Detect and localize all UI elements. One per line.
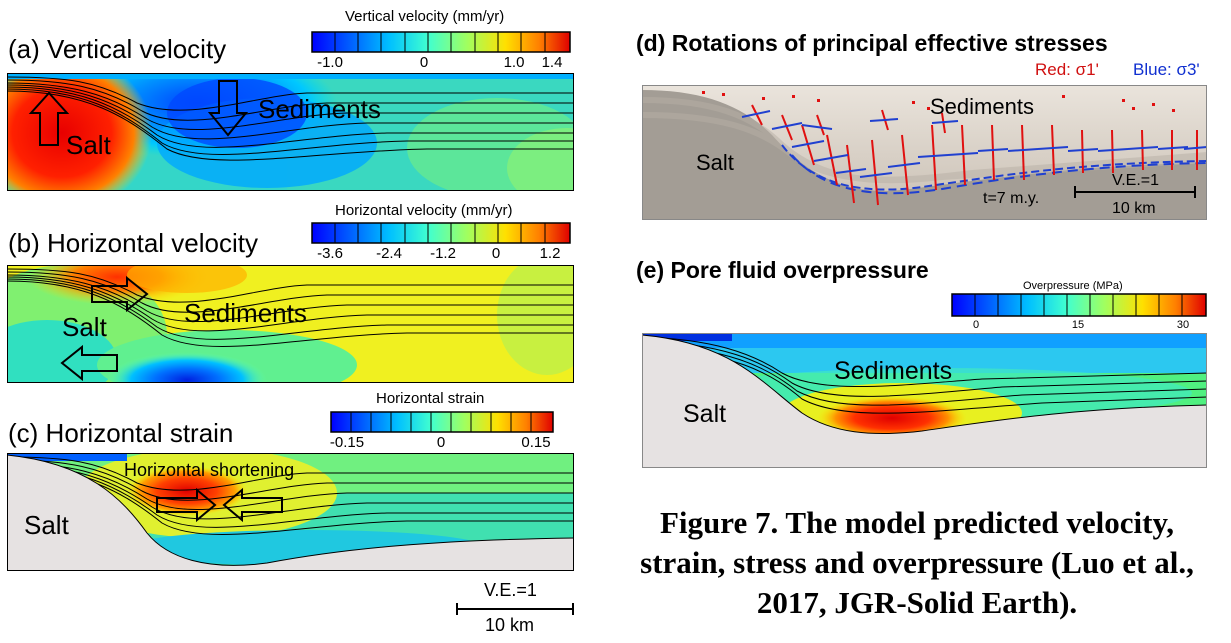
panel-c-plot <box>7 453 574 571</box>
panel-a-colorbar <box>311 31 571 53</box>
panel-e-tick: 15 <box>1071 319 1085 331</box>
scalebar-length-label: 10 km <box>485 615 535 635</box>
panel-d-label-salt: Salt <box>696 150 734 175</box>
panel-b-colorbar-title: Horizontal velocity (mm/yr) <box>335 202 513 219</box>
right-arrow-icon <box>156 487 217 523</box>
up-arrow-icon <box>28 91 70 146</box>
scalebar-ve-label: V.E.=1 <box>484 580 537 600</box>
panel-c-title: (c) Horizontal strain <box>8 418 234 448</box>
panel-a-label-salt: Salt <box>66 130 111 160</box>
panel-b-tick: -1.2 <box>430 245 456 262</box>
panel-e-tick: 30 <box>1176 319 1190 331</box>
panel-e-plot <box>642 333 1207 468</box>
down-arrow-icon <box>207 80 249 137</box>
left-arrow-icon <box>60 344 118 382</box>
panel-e-tick: 0 <box>972 319 980 331</box>
panel-c-label-salt: Salt <box>24 510 69 540</box>
caption-line: 2017, JGR-Solid Earth). <box>756 585 1078 620</box>
panel-c-colorbar <box>330 411 554 433</box>
panel-a-tick: 1.0 <box>503 54 525 71</box>
panel-b-tick: 1.2 <box>539 245 561 262</box>
panel-c-tick: 0.15 <box>521 434 551 451</box>
figure-caption: Figure 7. The model predicted velocity, … <box>608 503 1226 623</box>
panel-c-tick: 0 <box>436 434 446 451</box>
panel-a-tick: 0 <box>419 54 429 71</box>
panel-b-plot <box>7 265 574 383</box>
right-arrow-icon <box>91 275 149 313</box>
caption-line: strain, stress and overpressure (Luo et … <box>640 545 1194 580</box>
panel-d-title: (d) Rotations of principal effective str… <box>636 30 1108 56</box>
panel-b-title: (b) Horizontal velocity <box>8 228 258 258</box>
panel-d-length: 10 km <box>1112 200 1156 217</box>
caption-line: Figure 7. The model predicted velocity, <box>659 505 1175 540</box>
panel-e-title: (e) Pore fluid overpressure <box>636 257 929 283</box>
panel-d-ve: V.E.=1 <box>1112 172 1160 189</box>
left-arrow-icon <box>222 487 283 523</box>
panel-a-plot <box>7 73 574 191</box>
panel-b-tick: -2.4 <box>376 245 402 262</box>
panel-e-label-sediments: Sediments <box>834 357 953 385</box>
panel-b-label-sediments: Sediments <box>184 298 307 328</box>
panel-d-plot <box>642 85 1207 220</box>
panel-a-label-sediments: Sediments <box>258 94 381 124</box>
panel-b-tick: -3.6 <box>317 245 343 262</box>
panel-e-colorbar <box>951 293 1207 317</box>
panel-e-label-salt: Salt <box>683 400 727 428</box>
panel-d-label-sediments: Sediments <box>930 94 1034 119</box>
panel-a-tick: -1.0 <box>317 54 343 71</box>
panel-c-colorbar-title: Horizontal strain <box>376 390 485 407</box>
panel-c-annotation: Horizontal shortening <box>124 460 295 480</box>
panel-b-tick: 0 <box>491 245 501 262</box>
panel-c-tick: -0.15 <box>329 434 365 451</box>
panel-a-title: (a) Vertical velocity <box>8 34 227 64</box>
panel-d-time: t=7 m.y. <box>983 190 1040 207</box>
panel-b-label-salt: Salt <box>62 312 107 342</box>
panel-e-colorbar-title: Overpressure (MPa) <box>1023 280 1123 292</box>
panel-d-legend-red: Red: σ1' <box>1035 60 1099 79</box>
panel-a-colorbar-title: Vertical velocity (mm/yr) <box>345 8 505 25</box>
panel-a-tick: 1.4 <box>541 54 563 71</box>
panel-b-colorbar <box>311 222 571 244</box>
scalebar-left <box>456 603 574 615</box>
panel-d-legend-blue: Blue: σ3' <box>1133 60 1200 79</box>
